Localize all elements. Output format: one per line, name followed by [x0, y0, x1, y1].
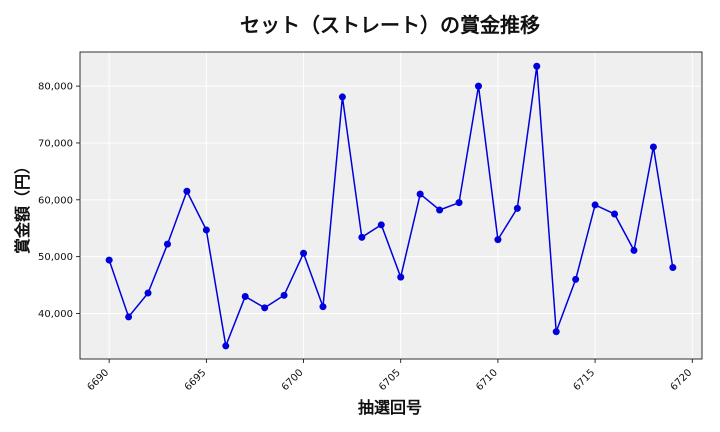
data-point — [552, 328, 560, 336]
data-point — [338, 93, 346, 101]
data-point — [630, 246, 638, 254]
data-point — [377, 221, 385, 229]
y-tick-label: 50,000 — [38, 252, 73, 263]
y-tick-label: 60,000 — [38, 195, 73, 206]
x-tick-label: 6720 — [669, 367, 695, 393]
data-point — [436, 206, 444, 214]
data-point — [611, 210, 619, 218]
x-axis-ticks: 6690 6695 6700 6705 6710 6715 6720 — [86, 359, 695, 393]
plot-area — [80, 52, 702, 359]
data-point — [591, 201, 599, 209]
plot-frame — [79, 51, 703, 360]
x-tick-label: 6690 — [86, 367, 112, 393]
prize-series — [105, 62, 677, 350]
data-point — [241, 292, 249, 300]
data-point — [222, 342, 230, 350]
data-point — [474, 82, 482, 90]
x-tick-label: 6695 — [183, 367, 209, 393]
data-point — [300, 249, 308, 257]
data-point — [669, 263, 677, 271]
data-point — [163, 240, 171, 248]
data-point — [319, 303, 327, 311]
data-point — [494, 236, 502, 244]
chart-title: セット（ストレート）の賞金推移 — [240, 13, 540, 37]
x-axis-label: 抽選回号 — [358, 398, 422, 417]
y-tick-label: 40,000 — [38, 309, 73, 320]
y-axis-ticks: 40,000 50,000 60,000 70,000 80,000 — [38, 82, 80, 320]
y-tick-label: 70,000 — [38, 138, 73, 149]
y-tick-label: 80,000 — [38, 82, 73, 93]
data-point — [649, 143, 657, 151]
data-point — [144, 289, 152, 297]
x-tick-label: 6715 — [571, 367, 597, 393]
data-point — [513, 204, 521, 212]
x-tick-label: 6700 — [280, 367, 306, 393]
data-point — [183, 187, 191, 195]
data-point — [572, 275, 580, 283]
data-point — [455, 199, 463, 207]
data-point — [125, 313, 133, 321]
data-point — [202, 226, 210, 234]
data-point — [397, 273, 405, 281]
data-point — [533, 62, 541, 70]
data-point — [280, 291, 288, 299]
data-point — [105, 256, 113, 264]
x-tick-label: 6705 — [377, 367, 403, 393]
y-axis-label: 賞金額（円） — [13, 158, 32, 254]
data-point — [261, 304, 269, 312]
series-line — [108, 66, 674, 349]
x-tick-label: 6710 — [474, 367, 500, 393]
data-point — [358, 233, 366, 241]
data-point — [416, 190, 424, 198]
